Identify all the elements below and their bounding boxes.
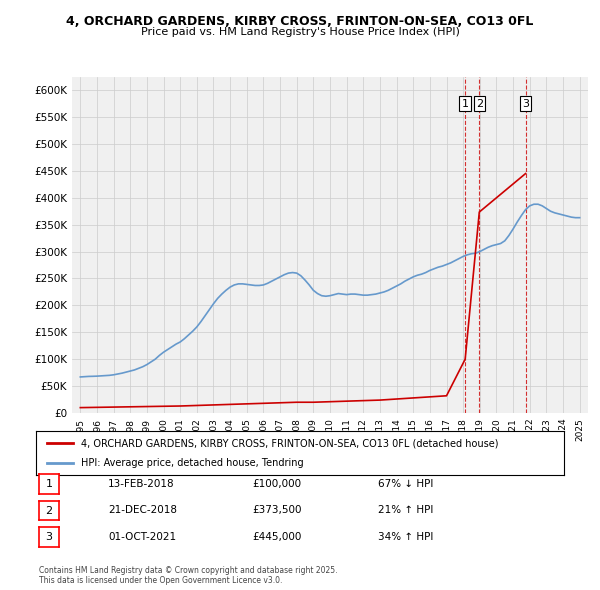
Text: £100,000: £100,000 [252, 479, 301, 489]
Text: 34% ↑ HPI: 34% ↑ HPI [378, 532, 433, 542]
Text: 67% ↓ HPI: 67% ↓ HPI [378, 479, 433, 489]
Text: HPI: Average price, detached house, Tendring: HPI: Average price, detached house, Tend… [81, 458, 304, 467]
Text: £445,000: £445,000 [252, 532, 301, 542]
Text: 3: 3 [46, 532, 52, 542]
Text: 21-DEC-2018: 21-DEC-2018 [108, 506, 177, 515]
Text: 4, ORCHARD GARDENS, KIRBY CROSS, FRINTON-ON-SEA, CO13 0FL (detached house): 4, ORCHARD GARDENS, KIRBY CROSS, FRINTON… [81, 438, 499, 448]
Text: 21% ↑ HPI: 21% ↑ HPI [378, 506, 433, 515]
Text: 01-OCT-2021: 01-OCT-2021 [108, 532, 176, 542]
Text: Price paid vs. HM Land Registry's House Price Index (HPI): Price paid vs. HM Land Registry's House … [140, 27, 460, 37]
Text: 1: 1 [461, 99, 469, 109]
Text: £373,500: £373,500 [252, 506, 302, 515]
Text: 4, ORCHARD GARDENS, KIRBY CROSS, FRINTON-ON-SEA, CO13 0FL: 4, ORCHARD GARDENS, KIRBY CROSS, FRINTON… [67, 15, 533, 28]
Text: 1: 1 [46, 479, 52, 489]
Text: 13-FEB-2018: 13-FEB-2018 [108, 479, 175, 489]
Text: Contains HM Land Registry data © Crown copyright and database right 2025.
This d: Contains HM Land Registry data © Crown c… [39, 566, 337, 585]
Text: 2: 2 [476, 99, 483, 109]
Text: 3: 3 [522, 99, 529, 109]
Text: 2: 2 [46, 506, 52, 516]
